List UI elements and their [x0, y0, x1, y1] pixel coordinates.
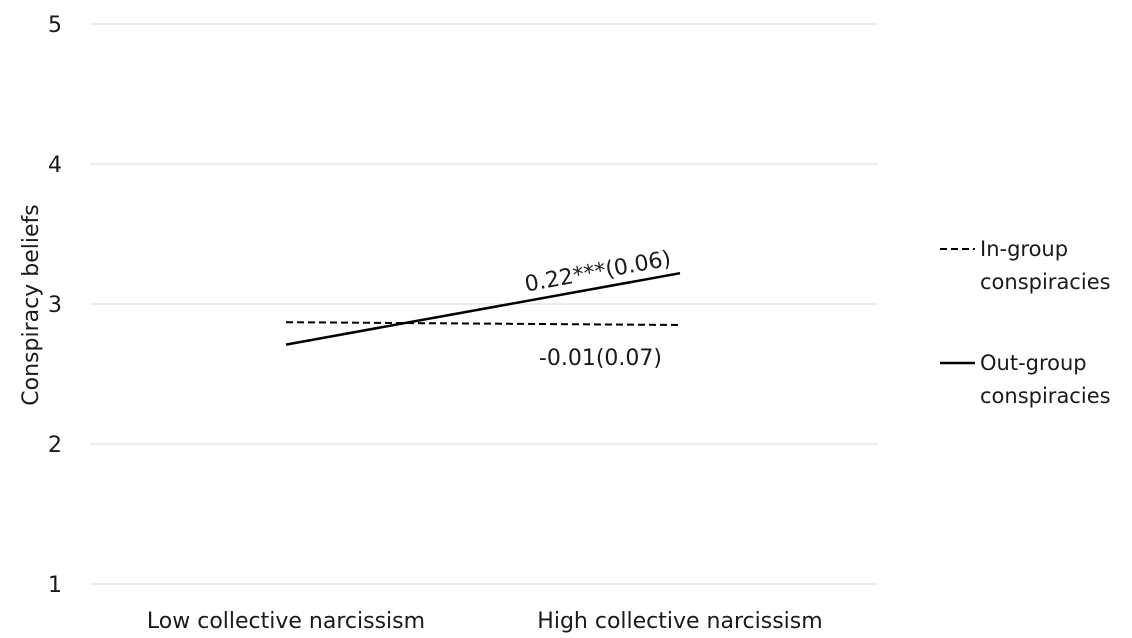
- x-tick-label: Low collective narcissism: [147, 609, 425, 634]
- annotations: 0.22***(0.06) -0.01(0.07): [523, 247, 673, 371]
- legend: In-group conspiracies Out-group conspiracie…: [940, 237, 1111, 408]
- y-tick-label: 4: [48, 153, 62, 178]
- legend-label: conspiracies: [980, 384, 1111, 408]
- x-tick-label: High collective narcissism: [537, 609, 822, 634]
- y-tick-label: 3: [48, 293, 62, 318]
- y-tick-label: 2: [48, 433, 62, 458]
- y-tick-label: 5: [48, 13, 62, 38]
- x-axis-ticks: Low collective narcissism High collective…: [147, 609, 823, 634]
- legend-label: Out-group: [980, 351, 1087, 375]
- legend-label: conspiracies: [980, 270, 1111, 294]
- legend-label: In-group: [980, 237, 1068, 261]
- y-axis-ticks: 1 2 3 4 5: [48, 13, 62, 598]
- y-axis-title: Conspiracy beliefs: [19, 204, 44, 405]
- gridlines: [90, 23, 878, 585]
- y-tick-label: 1: [48, 573, 62, 598]
- annotation-in-group: -0.01(0.07): [539, 346, 662, 371]
- series-group: [285, 271, 681, 346]
- series-line-out-group: [285, 271, 681, 346]
- series-line-in-group: [285, 321, 681, 326]
- annotation-out-group: 0.22***(0.06): [523, 247, 673, 298]
